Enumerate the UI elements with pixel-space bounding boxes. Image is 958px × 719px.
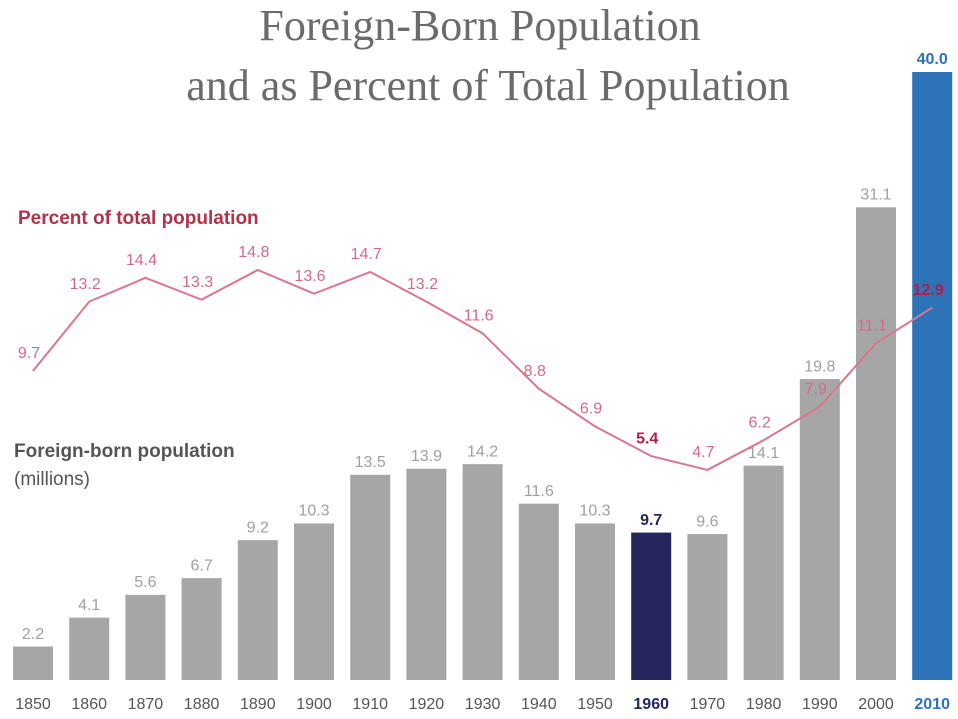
line-value-label: 5.4 — [636, 430, 658, 447]
bar — [350, 474, 391, 680]
x-tick-label: 1850 — [15, 696, 51, 713]
bar — [687, 534, 728, 680]
line-value-label: 9.7 — [18, 345, 40, 362]
line-value-label: 14.8 — [238, 244, 269, 261]
x-tick-label: 1890 — [240, 696, 276, 713]
bar — [237, 540, 278, 680]
bar-value-label: 9.7 — [640, 512, 662, 529]
x-tick-label: 1960 — [633, 696, 669, 713]
bar — [743, 465, 784, 680]
bar-value-label: 13.5 — [355, 454, 386, 471]
bar — [406, 468, 447, 680]
line-value-label: 11.1 — [857, 317, 887, 334]
line-value-label: 6.2 — [748, 414, 770, 431]
bar-series-name: Foreign-born population — [14, 441, 235, 462]
x-tick-label: 1990 — [802, 696, 838, 713]
x-tick-label: 1920 — [409, 696, 445, 713]
bar-value-label: 6.7 — [190, 557, 212, 574]
line-value-label: 14.7 — [351, 246, 382, 263]
x-tick-label: 1970 — [690, 696, 726, 713]
x-tick-label: 2000 — [858, 696, 894, 713]
bar — [13, 646, 53, 680]
line-value-label: 8.8 — [524, 363, 546, 380]
bar-value-label: 10.3 — [579, 503, 610, 520]
line-value-label: 6.9 — [580, 401, 602, 418]
bar — [125, 594, 166, 680]
x-tick-label: 1900 — [296, 696, 332, 713]
chart-title: and as Percent of Total Population — [186, 61, 789, 110]
bar — [518, 503, 559, 680]
line-value-label: 13.6 — [294, 268, 325, 285]
bar — [912, 72, 953, 680]
x-tick-label: 2010 — [914, 696, 950, 713]
x-tick-label: 1910 — [352, 696, 388, 713]
bar-value-label: 9.6 — [696, 513, 718, 530]
x-tick-label: 1940 — [521, 696, 557, 713]
bar — [631, 532, 672, 680]
bar — [294, 523, 334, 680]
line-value-label: 11.6 — [464, 308, 494, 325]
x-tick-label: 1980 — [746, 696, 782, 713]
bar — [575, 523, 615, 680]
bar-value-label: 14.1 — [748, 445, 779, 462]
bar-value-label: 9.2 — [247, 519, 269, 536]
line-value-label: 13.3 — [182, 274, 213, 291]
line-value-label: 13.2 — [70, 276, 101, 293]
x-tick-label: 1870 — [128, 696, 164, 713]
bar-value-label: 2.2 — [22, 626, 44, 643]
line-value-label: 13.2 — [407, 276, 438, 293]
line-series-name: Percent of total population — [18, 208, 259, 229]
bar — [462, 464, 503, 680]
line-value-label: 14.4 — [126, 252, 157, 269]
x-tick-label: 1930 — [465, 696, 501, 713]
bar-value-label: 4.1 — [78, 597, 100, 614]
chart-title: Foreign-Born Population — [259, 1, 700, 50]
bar-value-label: 13.9 — [411, 448, 442, 465]
bar-value-label: 10.3 — [298, 503, 329, 520]
bar — [69, 617, 110, 680]
bar-value-label: 40.0 — [917, 51, 948, 68]
x-tick-label: 1950 — [577, 696, 613, 713]
bar — [799, 379, 840, 680]
line-value-label: 12.9 — [913, 282, 944, 299]
bar — [181, 578, 222, 680]
bar-value-label: 14.2 — [467, 443, 498, 460]
bar-value-label: 11.6 — [524, 483, 554, 500]
x-tick-label: 1880 — [184, 696, 220, 713]
x-tick-label: 1860 — [71, 696, 107, 713]
bar-value-label: 19.8 — [804, 358, 835, 375]
line-value-label: 4.7 — [692, 444, 714, 461]
line — [32, 268, 933, 472]
bar-value-label: 31.1 — [860, 186, 891, 203]
line-value-label: 7.9 — [805, 381, 827, 398]
y-axis-label: (millions) — [14, 469, 90, 490]
bar-value-label: 5.6 — [134, 574, 156, 591]
bar — [856, 207, 896, 680]
